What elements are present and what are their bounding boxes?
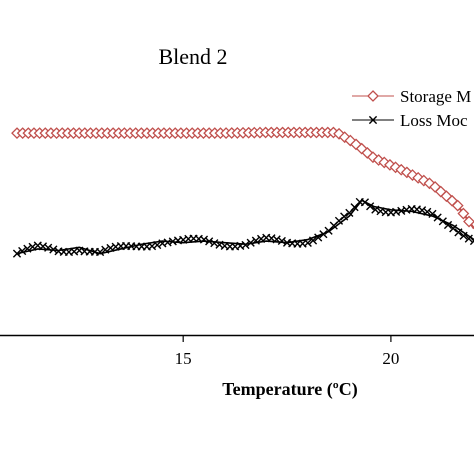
data-point <box>454 228 463 237</box>
data-point <box>423 207 432 216</box>
legend-label: Storage M <box>400 87 471 106</box>
data-point <box>463 215 474 228</box>
x-axis-title: Temperature (ºC) <box>222 379 357 400</box>
data-point <box>433 213 442 222</box>
data-point <box>210 239 219 248</box>
data-point <box>101 245 110 254</box>
data-point <box>350 138 362 151</box>
data-point <box>12 249 22 258</box>
series-2 <box>12 197 474 258</box>
data-point <box>23 244 32 253</box>
data-point <box>44 243 53 252</box>
data-point <box>38 242 48 251</box>
data-point <box>314 233 323 242</box>
data-point <box>366 202 375 211</box>
legend-item: Storage M <box>352 87 471 106</box>
data-point <box>308 236 318 245</box>
data-point <box>459 231 468 240</box>
x-tick-label: 20 <box>382 349 399 368</box>
data-point <box>344 134 357 147</box>
legend-label: Loss Moc <box>400 111 468 130</box>
data-point <box>443 220 453 230</box>
data-point <box>49 245 58 254</box>
data-point <box>360 198 370 207</box>
legend-marker <box>368 115 378 125</box>
data-point <box>406 169 419 182</box>
series-1 <box>11 126 474 230</box>
legend-marker <box>367 90 379 102</box>
data-point <box>417 174 430 187</box>
data-point <box>246 238 255 247</box>
data-point <box>199 235 209 244</box>
data-point <box>18 246 27 256</box>
data-point <box>464 234 473 243</box>
data-point <box>355 142 368 155</box>
data-point <box>372 154 385 166</box>
data-point <box>319 230 328 239</box>
data-point <box>451 199 464 212</box>
data-point <box>371 205 380 214</box>
data-point <box>417 206 427 215</box>
data-point <box>434 185 447 198</box>
data-point <box>303 238 312 248</box>
data-point <box>272 235 281 244</box>
data-point <box>378 156 391 169</box>
data-point <box>277 236 286 246</box>
x-tick-label: 15 <box>175 349 192 368</box>
data-point <box>241 240 250 250</box>
data-point <box>153 240 162 250</box>
data-point <box>251 236 260 245</box>
data-point <box>428 209 437 218</box>
data-point <box>438 217 447 226</box>
legend-item: Loss Moc <box>352 111 468 130</box>
data-point <box>400 166 413 179</box>
data-point <box>361 146 374 159</box>
data-point <box>469 236 474 246</box>
data-point <box>95 247 105 257</box>
data-point <box>340 212 349 221</box>
series-line <box>17 131 474 230</box>
data-point <box>338 131 351 144</box>
data-point <box>449 224 458 233</box>
data-point <box>457 207 470 220</box>
chart-title: Blend 2 <box>158 44 227 69</box>
data-point <box>205 237 214 246</box>
